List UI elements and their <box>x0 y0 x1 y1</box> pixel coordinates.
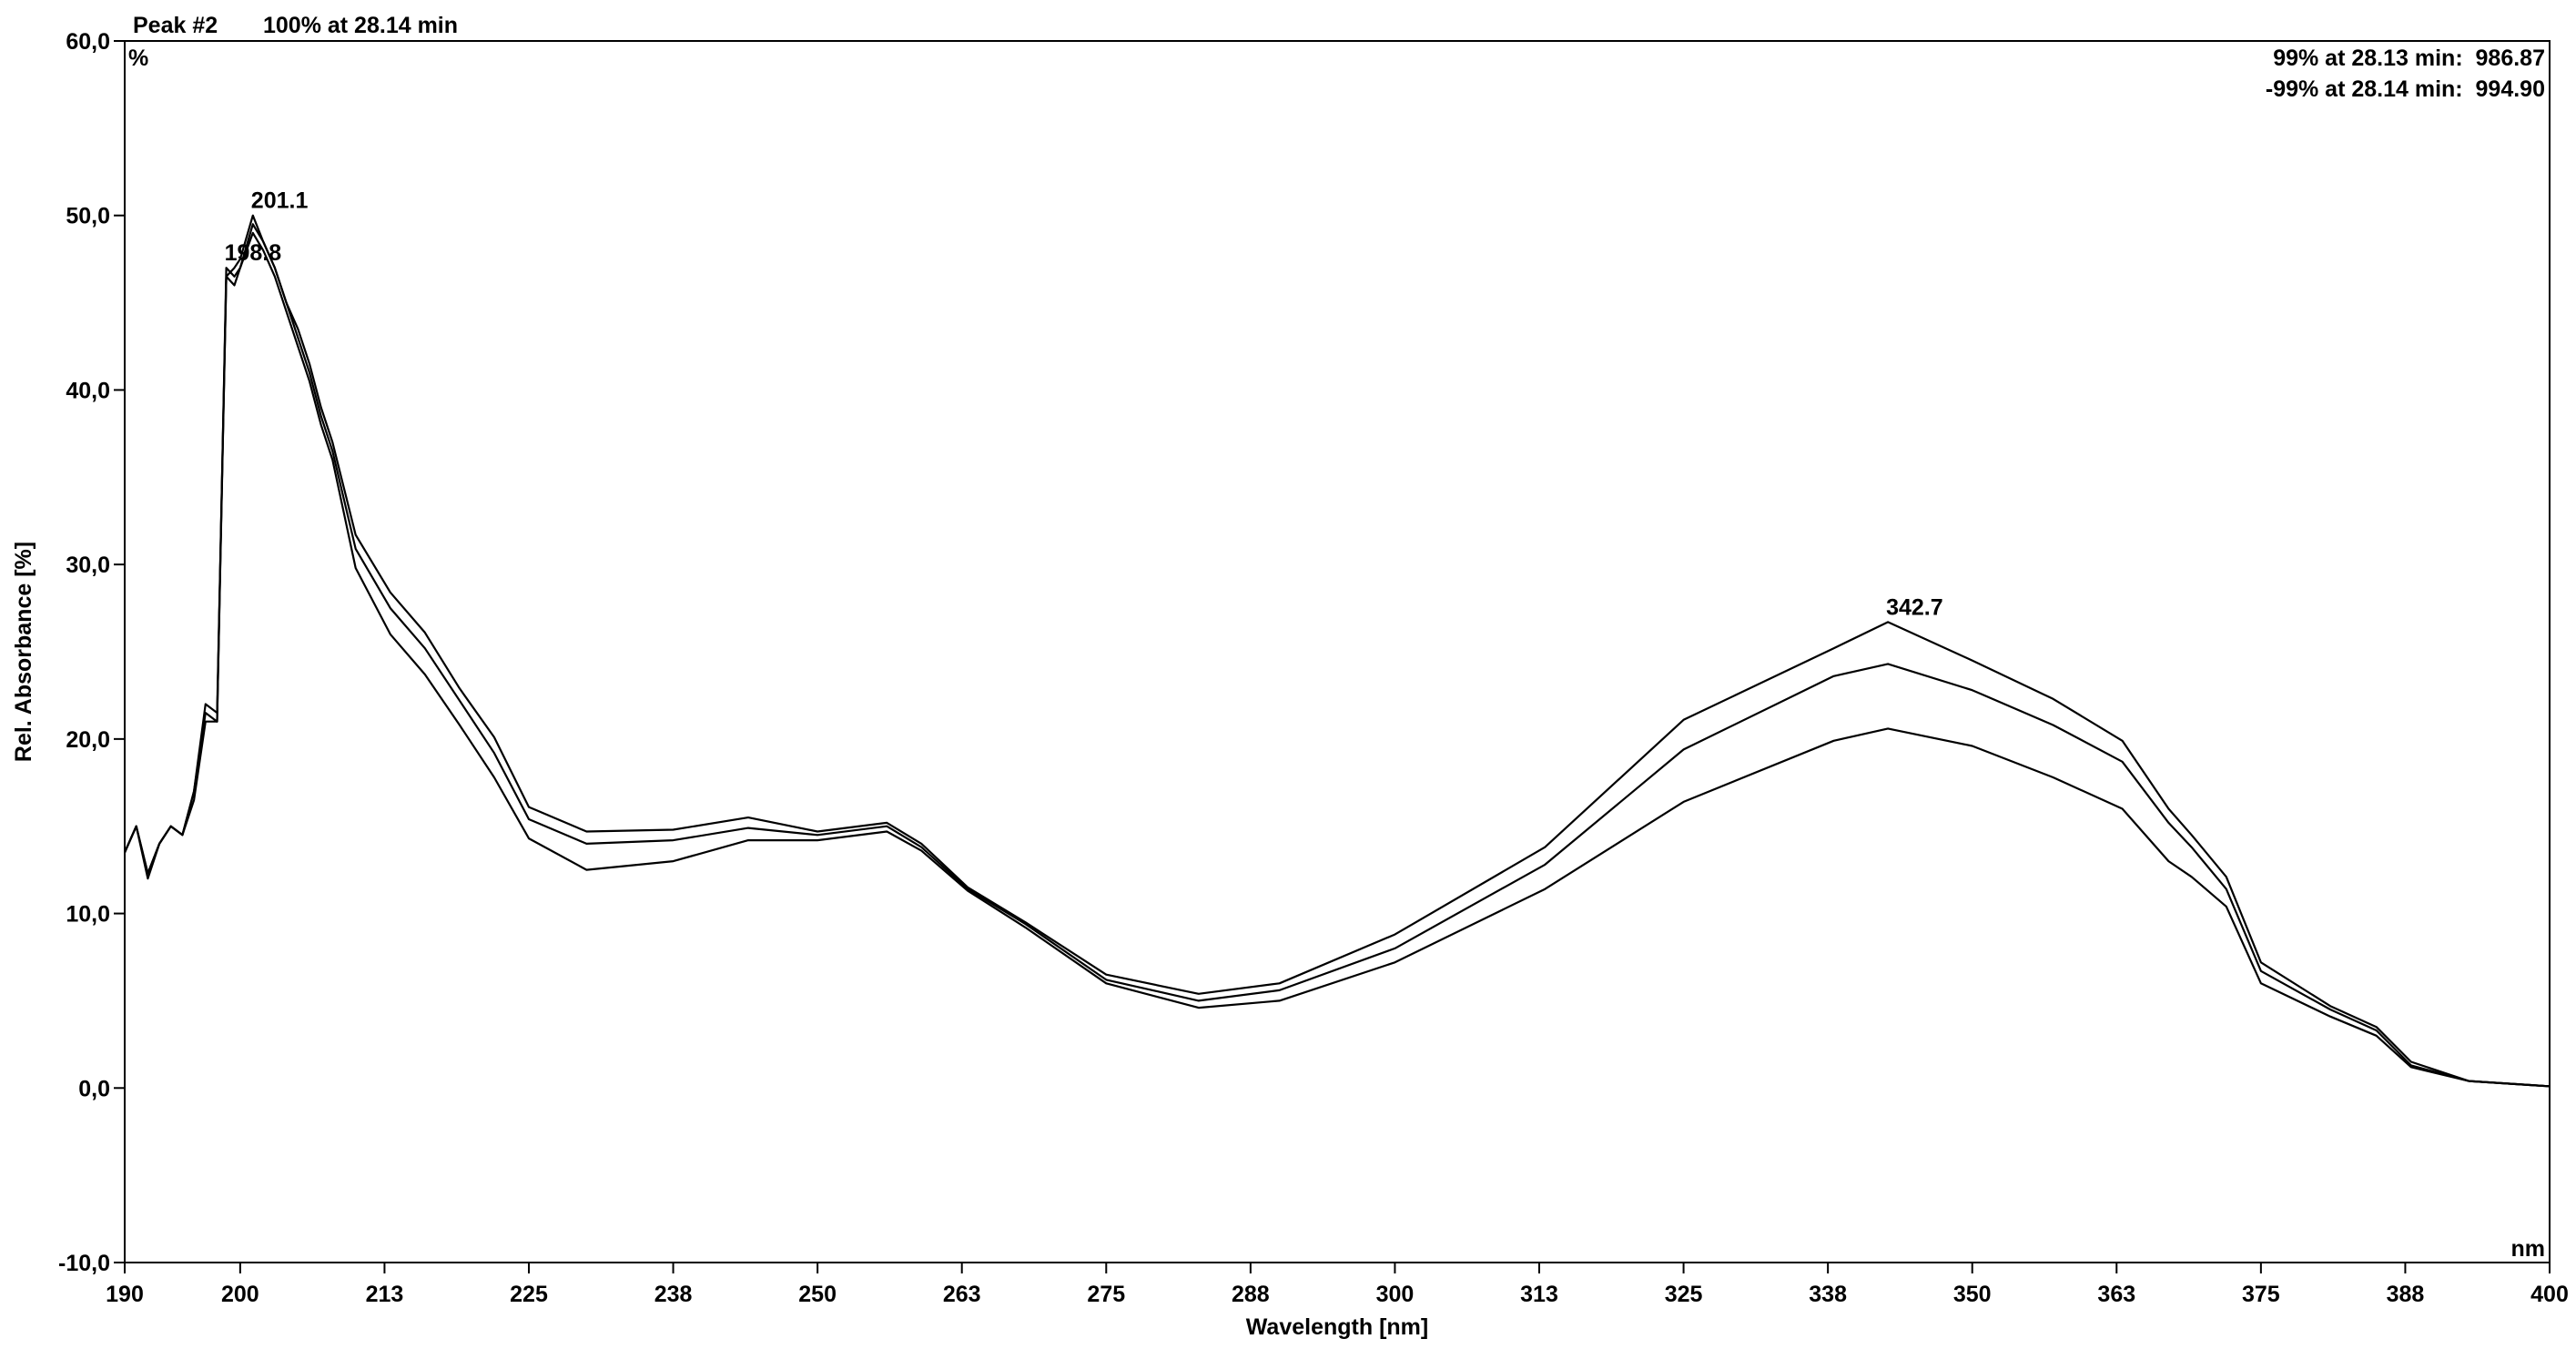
spectrum-line <box>123 231 2551 1088</box>
x-tick-label: 288 <box>1232 1282 1270 1307</box>
y-axis-label: Rel. Absorbance [%] <box>11 542 36 762</box>
x-tick-label: 400 <box>2530 1282 2569 1307</box>
x-tick-label: 338 <box>1809 1282 1847 1307</box>
annotation: 99% at 28.13 min: 986.87 <box>2273 46 2545 71</box>
x-unit: nm <box>2511 1236 2546 1262</box>
x-tick-label: 388 <box>2387 1282 2425 1307</box>
y-tick-label: -10,0 <box>58 1251 110 1276</box>
y-tick-label: 60,0 <box>66 29 110 55</box>
x-tick-label: 263 <box>943 1282 981 1307</box>
peak-label: 201.1 <box>251 188 309 214</box>
y-unit: % <box>128 46 148 71</box>
plot-frame <box>124 40 2551 1263</box>
annotation: -99% at 28.14 min: 994.90 <box>2266 76 2545 102</box>
y-tick-label: 40,0 <box>66 378 110 403</box>
x-tick-label: 275 <box>1087 1282 1125 1307</box>
y-tick-label: 0,0 <box>78 1076 110 1101</box>
x-tick-label: 238 <box>654 1282 693 1307</box>
x-tick-label: 190 <box>106 1282 144 1307</box>
x-tick-label: 350 <box>1953 1282 1992 1307</box>
x-tick-label: 375 <box>2242 1282 2280 1307</box>
x-tick-label: 363 <box>2097 1282 2135 1307</box>
x-tick-label: 200 <box>221 1282 259 1307</box>
peak-label: 342.7 <box>1886 594 1943 620</box>
y-tick-label: 10,0 <box>66 902 110 928</box>
y-tick-label: 50,0 <box>66 204 110 229</box>
y-tick-label: 20,0 <box>66 727 110 753</box>
chart-subtitle: 100% at 28.14 min <box>263 13 458 38</box>
x-tick-label: 325 <box>1665 1282 1703 1307</box>
x-tick-label: 250 <box>798 1282 837 1307</box>
chart-title: Peak #2 <box>133 13 218 38</box>
x-tick-label: 213 <box>366 1282 404 1307</box>
spectrum-line <box>123 223 2551 1088</box>
spectrum-line <box>123 214 2551 1088</box>
x-tick-label: 225 <box>510 1282 548 1307</box>
x-tick-label: 300 <box>1376 1282 1415 1307</box>
y-tick-label: 30,0 <box>66 553 110 578</box>
x-tick-label: 313 <box>1520 1282 1558 1307</box>
peak-label: 198.8 <box>225 240 282 266</box>
x-axis-label: Wavelength [nm] <box>1246 1314 1428 1340</box>
